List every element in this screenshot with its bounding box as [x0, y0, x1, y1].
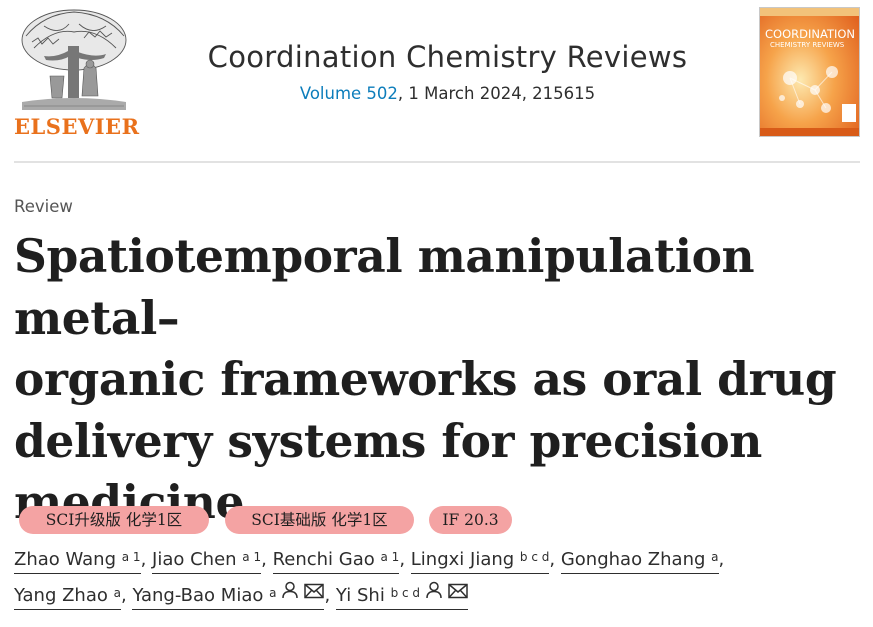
author-link[interactable]: Yang Zhao a	[14, 585, 121, 610]
author-link[interactable]: Yi Shi b c d	[335, 581, 469, 610]
journal-title[interactable]: Coordination Chemistry Reviews	[207, 40, 688, 74]
journal-issue: Volume 502, 1 March 2024, 215615	[150, 84, 745, 103]
author-affiliation: a	[269, 586, 277, 600]
author-name: Lingxi Jiang	[410, 549, 515, 570]
author-separator: ,	[140, 549, 153, 570]
author-affiliation: a 1	[380, 550, 400, 564]
author-name: Yang Zhao	[14, 585, 108, 606]
author-affiliation: b c d	[519, 550, 550, 564]
author-name: Jiao Chen	[152, 549, 237, 570]
badge-sci-basic: SCI基础版 化学1区	[225, 506, 414, 534]
author-link[interactable]: Zhao Wang a 1	[14, 549, 141, 574]
cover-heading-line-2: CHEMISTRY REVIEWS	[770, 41, 845, 49]
author-name: Gonghao Zhang	[560, 549, 706, 570]
envelope-icon[interactable]	[304, 576, 325, 612]
author-affiliation: a 1	[242, 550, 262, 564]
title-line: delivery systems for precision	[14, 413, 762, 468]
author-affiliation: b c d	[390, 586, 421, 600]
author-name: Yi Shi	[335, 585, 385, 606]
article-type: Review	[14, 197, 73, 216]
author-name: Renchi Gao	[272, 549, 375, 570]
badge-impact-factor: IF 20.3	[429, 506, 512, 534]
badge-sci-upgrade: SCI升级版 化学1区	[19, 506, 209, 534]
author-link[interactable]: Jiao Chen a 1	[152, 549, 262, 574]
person-icon[interactable]	[281, 576, 299, 612]
journal-cover-image[interactable]: COORDINATION CHEMISTRY REVIEWS	[759, 7, 860, 137]
author-separator: ,	[549, 549, 561, 570]
author-link[interactable]: Gonghao Zhang a	[560, 549, 719, 574]
article-header: ELSEVIER Coordination Chemistry Reviews …	[0, 0, 873, 164]
article-title: Spatiotemporal manipulation metal– organ…	[14, 226, 864, 534]
cover-heading-line-1: COORDINATION	[765, 27, 855, 41]
volume-link[interactable]: Volume 502	[299, 84, 398, 103]
author-name: Yang-Bao Miao	[132, 585, 264, 606]
person-icon[interactable]	[425, 576, 443, 612]
author-affiliation: a	[711, 550, 719, 564]
envelope-icon[interactable]	[448, 576, 468, 612]
author-link[interactable]: Yang-Bao Miao a	[132, 581, 325, 610]
author-affiliation: a	[113, 586, 121, 600]
publisher-name: ELSEVIER	[14, 114, 140, 139]
issue-details: , 1 March 2024, 215615	[397, 84, 596, 103]
title-line: Spatiotemporal manipulation metal–	[14, 229, 755, 345]
author-link[interactable]: Renchi Gao a 1	[272, 549, 400, 574]
author-separator: ,	[399, 549, 411, 570]
elsevier-tree-logo[interactable]	[14, 6, 134, 138]
header-divider	[14, 161, 860, 163]
journal-info: Coordination Chemistry Reviews Volume 50…	[150, 40, 745, 103]
author-separator: ,	[324, 585, 336, 606]
author-separator: ,	[261, 549, 273, 570]
author-name: Zhao Wang	[14, 549, 117, 570]
tree-logo-icon	[21, 9, 127, 110]
author-link[interactable]: Lingxi Jiang b c d	[410, 549, 550, 574]
cover-art-icon: COORDINATION CHEMISTRY REVIEWS	[760, 8, 859, 136]
author-list: Zhao Wang a 1, Jiao Chen a 1, Renchi Gao…	[14, 542, 864, 614]
title-line: organic frameworks as oral drug	[14, 352, 837, 406]
author-separator: ,	[718, 549, 725, 570]
author-separator: ,	[120, 585, 133, 606]
author-affiliation: a 1	[121, 550, 141, 564]
